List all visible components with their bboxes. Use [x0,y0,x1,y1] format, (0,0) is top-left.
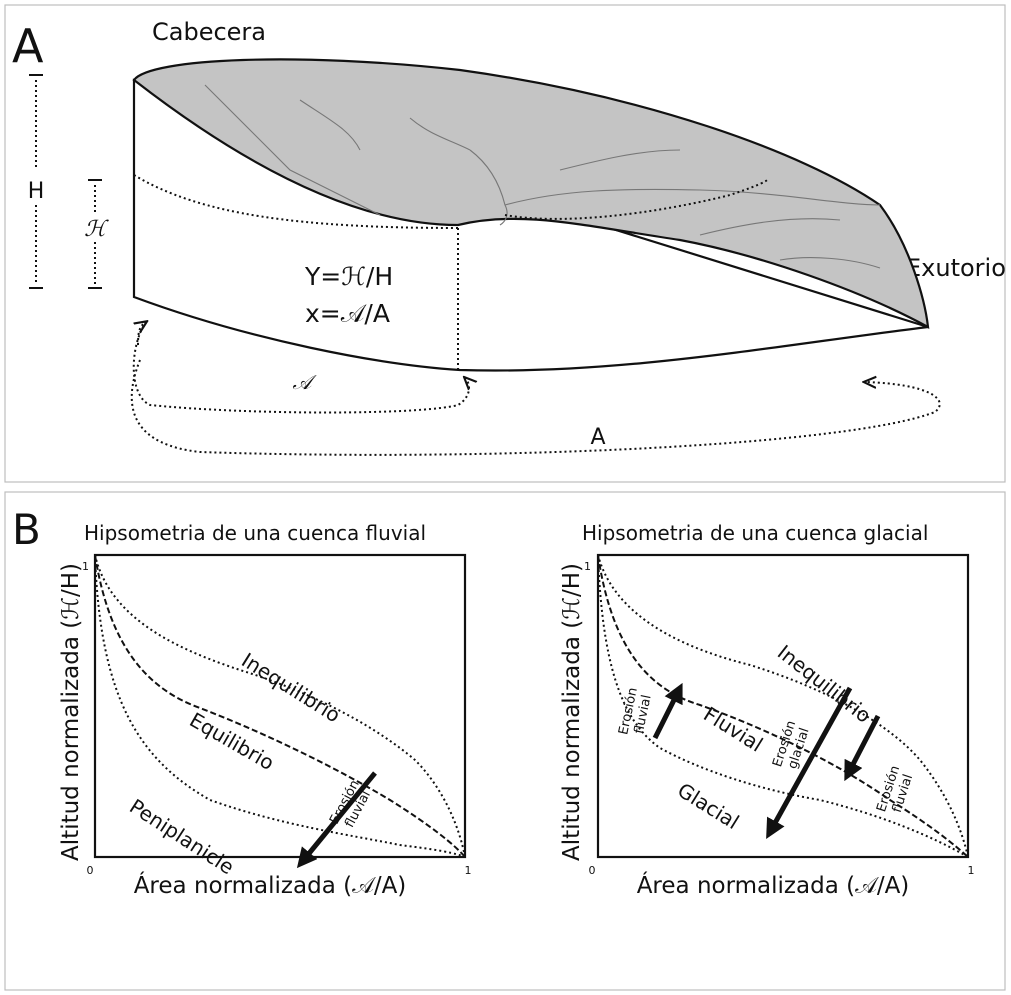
label-erosion-fluvial-right: Erosión fluvial [874,764,916,815]
chart-glacial-title: Hipsometria de una cuenca glacial [582,521,928,545]
contour-line-front [133,174,459,229]
a-total-dimension: A [130,359,941,456]
label-a-partial: 𝒜 [293,370,318,394]
arrow-erosion-fluvial-down [844,714,881,782]
chart-glacial-tick-zero: 0 [589,864,596,877]
chart-glacial-tick-y1: 1 [584,560,591,573]
label-erosion-fluvial-left: Erosión fluvial [616,686,654,736]
arrow-fluvial-erosion [296,771,377,869]
label-equilibrio: Equilibrio [186,708,279,775]
label-exutorio: Exutorio [906,254,1006,282]
arrow-erosion-fluvial-up [652,682,683,740]
h-partial-dimension: ℋ [84,179,109,289]
label-a-total: A [590,425,605,450]
chart-fluvial: Hipsometria de una cuenca fluvial 1 0 1 … [58,521,472,899]
chart-fluvial-plot-area [93,553,467,859]
panel-b-letter: B [12,505,41,554]
chart-fluvial-xlabel: Área normalizada (𝒜/A) [134,871,407,899]
curve-fluvial [597,554,969,858]
curve-glacial [597,554,969,858]
chart-fluvial-tick-y1: 1 [82,560,89,573]
label-inequilibrio-glacial: Inequilibrio [773,640,876,728]
label-erosion-glacial: Erosión glacial [770,719,812,771]
h-total-dimension: H [28,74,45,289]
arrow-erosion-glacial [766,686,853,839]
contour-line-top [504,177,770,220]
chart-fluvial-tick-x1: 1 [465,864,472,877]
label-fluvial: Fluvial [699,702,767,757]
label-glacial: Glacial [673,778,743,834]
drainage-line [504,188,881,206]
panel-b: B Hipsometria de una cuenca fluvial 1 0 … [4,491,1006,991]
drainage-line [204,84,381,216]
label-peniplanicie: Peniplanicie [125,794,238,879]
chart-glacial-plot-area [596,553,970,859]
curve-equilibrio [94,554,466,858]
curve-peniplanicie [94,554,466,858]
panel-a-frame [4,4,1006,483]
label-inequilibrio-fluvial: Inequilibrio [237,648,344,728]
panel-a-letter: A [12,19,44,73]
label-h-total: H [28,179,45,204]
drainage-line [299,99,361,151]
chart-fluvial-tick-zero: 0 [87,864,94,877]
basin-block [132,58,930,372]
label-cabecera: Cabecera [152,18,266,46]
equation-x: x=𝒜/A [305,299,390,328]
panel-b-frame [4,491,1006,991]
curve-inequilibrio-glacial [597,554,969,858]
drainage-line [699,218,841,236]
panel-a: A Cabecera Exutorio [4,4,1006,483]
drainage-line [559,149,681,171]
chart-glacial-xlabel: Área normalizada (𝒜/A) [637,871,910,899]
drainage-line [779,257,881,269]
curve-inequilibrio [94,554,466,858]
label-h-partial: ℋ [84,217,109,242]
chart-fluvial-title: Hipsometria de una cuenca fluvial [84,521,426,545]
chart-glacial: Hipsometria de una cuenca glacial 1 0 1 … [559,521,975,899]
equation-y: Y=ℋ/H [304,262,393,291]
chart-glacial-tick-x1: 1 [968,864,975,877]
basin-surface [132,58,930,329]
drainage-line [409,117,471,151]
chart-fluvial-ylabel: Altitud normalizada (ℋ/H) [58,563,84,861]
chart-glacial-ylabel: Altitud normalizada (ℋ/H) [559,563,585,861]
